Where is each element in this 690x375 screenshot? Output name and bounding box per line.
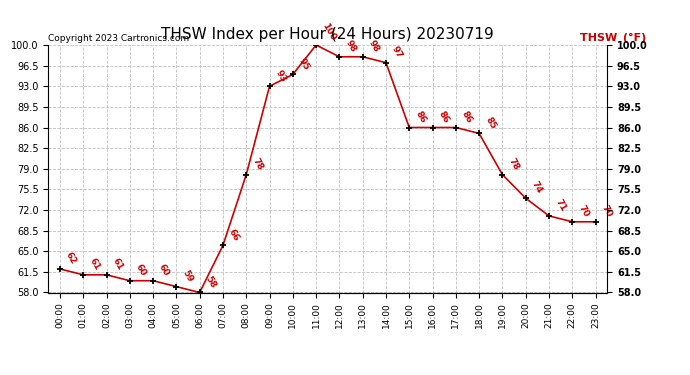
Text: 59: 59: [181, 268, 195, 284]
Text: 97: 97: [390, 44, 404, 60]
Title: THSW Index per Hour (24 Hours) 20230719: THSW Index per Hour (24 Hours) 20230719: [161, 27, 494, 42]
Text: 86: 86: [460, 110, 474, 125]
Text: 93: 93: [274, 68, 288, 84]
Text: 66: 66: [227, 227, 242, 243]
Text: THSW (°F): THSW (°F): [580, 33, 647, 42]
Text: Copyright 2023 Cartronics.com: Copyright 2023 Cartronics.com: [48, 33, 190, 42]
Text: 60: 60: [134, 263, 148, 278]
Text: 62: 62: [64, 251, 78, 266]
Text: 86: 86: [413, 110, 428, 125]
Text: 74: 74: [530, 180, 544, 195]
Text: 70: 70: [576, 204, 591, 219]
Text: 78: 78: [250, 156, 264, 172]
Text: 85: 85: [483, 115, 497, 130]
Text: 78: 78: [506, 156, 521, 172]
Text: 95: 95: [297, 56, 311, 72]
Text: 98: 98: [367, 39, 381, 54]
Text: 60: 60: [157, 263, 171, 278]
Text: 98: 98: [344, 39, 357, 54]
Text: 58: 58: [204, 274, 218, 290]
Text: 61: 61: [88, 257, 101, 272]
Text: 71: 71: [553, 198, 567, 213]
Text: 61: 61: [110, 257, 125, 272]
Text: 86: 86: [437, 110, 451, 125]
Text: 70: 70: [600, 204, 614, 219]
Text: 100: 100: [320, 22, 337, 42]
